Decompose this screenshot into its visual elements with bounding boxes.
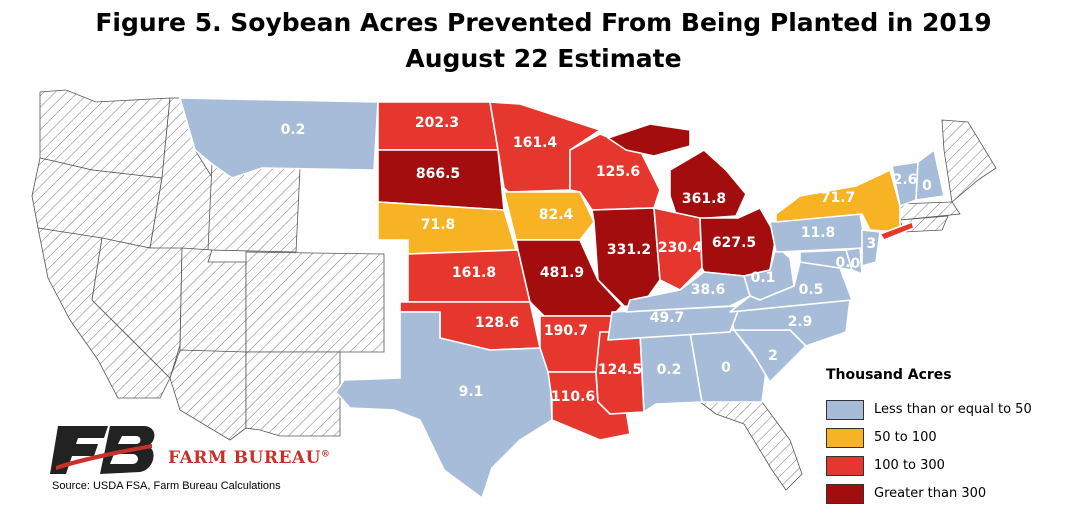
label-ne: 71.8 (420, 217, 456, 233)
label-wi: 125.6 (595, 164, 641, 180)
state-in (653, 207, 703, 291)
label-ia: 82.4 (538, 207, 574, 223)
state-md (799, 249, 853, 271)
label-tn: 49.7 (649, 310, 685, 326)
label-vt: 2.6 (892, 172, 918, 188)
state-tx (335, 311, 553, 499)
label-nj: 3. (866, 236, 882, 252)
state-me (941, 119, 997, 203)
label-la: 110.6 (550, 389, 596, 405)
label-de: 0. (850, 256, 866, 272)
label-ar: 190.7 (543, 323, 589, 339)
label-mn: 161.4 (512, 135, 558, 151)
label-ga: 0 (721, 360, 731, 376)
state-mt (179, 97, 379, 179)
label-pa: 11.8 (800, 225, 836, 241)
state-mi (669, 149, 747, 221)
state-ny (775, 169, 901, 233)
label-il: 331.2 (606, 242, 652, 258)
legend-swatch-mid (826, 428, 864, 448)
legend-title: Thousand Acres (826, 367, 952, 383)
legend-label-top: Greater than 300 (874, 486, 987, 501)
label-in: 230.4 (657, 240, 703, 256)
label-sd: 866.5 (415, 166, 461, 182)
legend-swatch-low (826, 400, 864, 420)
brand-name: FARM BUREAU® (168, 448, 331, 468)
legend-swatch-top (826, 484, 864, 504)
label-ks: 161.8 (451, 265, 497, 281)
legend-label-high: 100 to 300 (874, 458, 945, 473)
label-ny: 71.7 (820, 190, 856, 206)
state-ia (503, 191, 595, 241)
legend-label-low: Less than or equal to 50 (874, 402, 1032, 417)
legend-label-mid: 50 to 100 (874, 430, 937, 445)
farm-bureau-logo (50, 426, 155, 474)
source-note: Source: USDA FSA, Farm Bureau Calculatio… (52, 480, 281, 492)
label-nd: 202.3 (414, 115, 460, 131)
state-nh (915, 149, 945, 201)
label-al: 0.2 (656, 362, 682, 378)
label-va: 0.5 (798, 282, 824, 298)
chart-subtitle: August 22 Estimate (405, 44, 682, 73)
state-az (169, 349, 247, 441)
label-mi: 361.8 (681, 191, 727, 207)
label-md: 0. (835, 255, 851, 271)
label-ms: 124.5 (597, 362, 643, 378)
label-oh: 627.5 (711, 235, 757, 251)
state-co (245, 251, 385, 353)
state-ut (179, 247, 247, 355)
label-sc: 2 (768, 348, 778, 364)
label-nc: 2.9 (787, 314, 813, 330)
label-mo: 481.9 (539, 265, 585, 281)
label-tx: 9.1 (458, 384, 484, 400)
state-mi-up (607, 123, 691, 157)
no-data-states (31, 89, 997, 491)
state-nm (245, 351, 341, 437)
label-nh: 0 (922, 178, 932, 194)
label-ky: 38.6 (690, 282, 726, 298)
state-nj (861, 229, 881, 267)
state-fl (698, 401, 803, 491)
state-wy (207, 163, 301, 253)
state-de (845, 247, 863, 275)
chart-title: Figure 5. Soybean Acres Prevented From B… (95, 8, 992, 37)
label-ok: 128.6 (474, 315, 520, 331)
label-wv: 0.1 (750, 270, 776, 286)
legend-swatch-high (826, 456, 864, 476)
label-mt: 0.2 (280, 122, 306, 138)
state-long-island (879, 221, 915, 241)
